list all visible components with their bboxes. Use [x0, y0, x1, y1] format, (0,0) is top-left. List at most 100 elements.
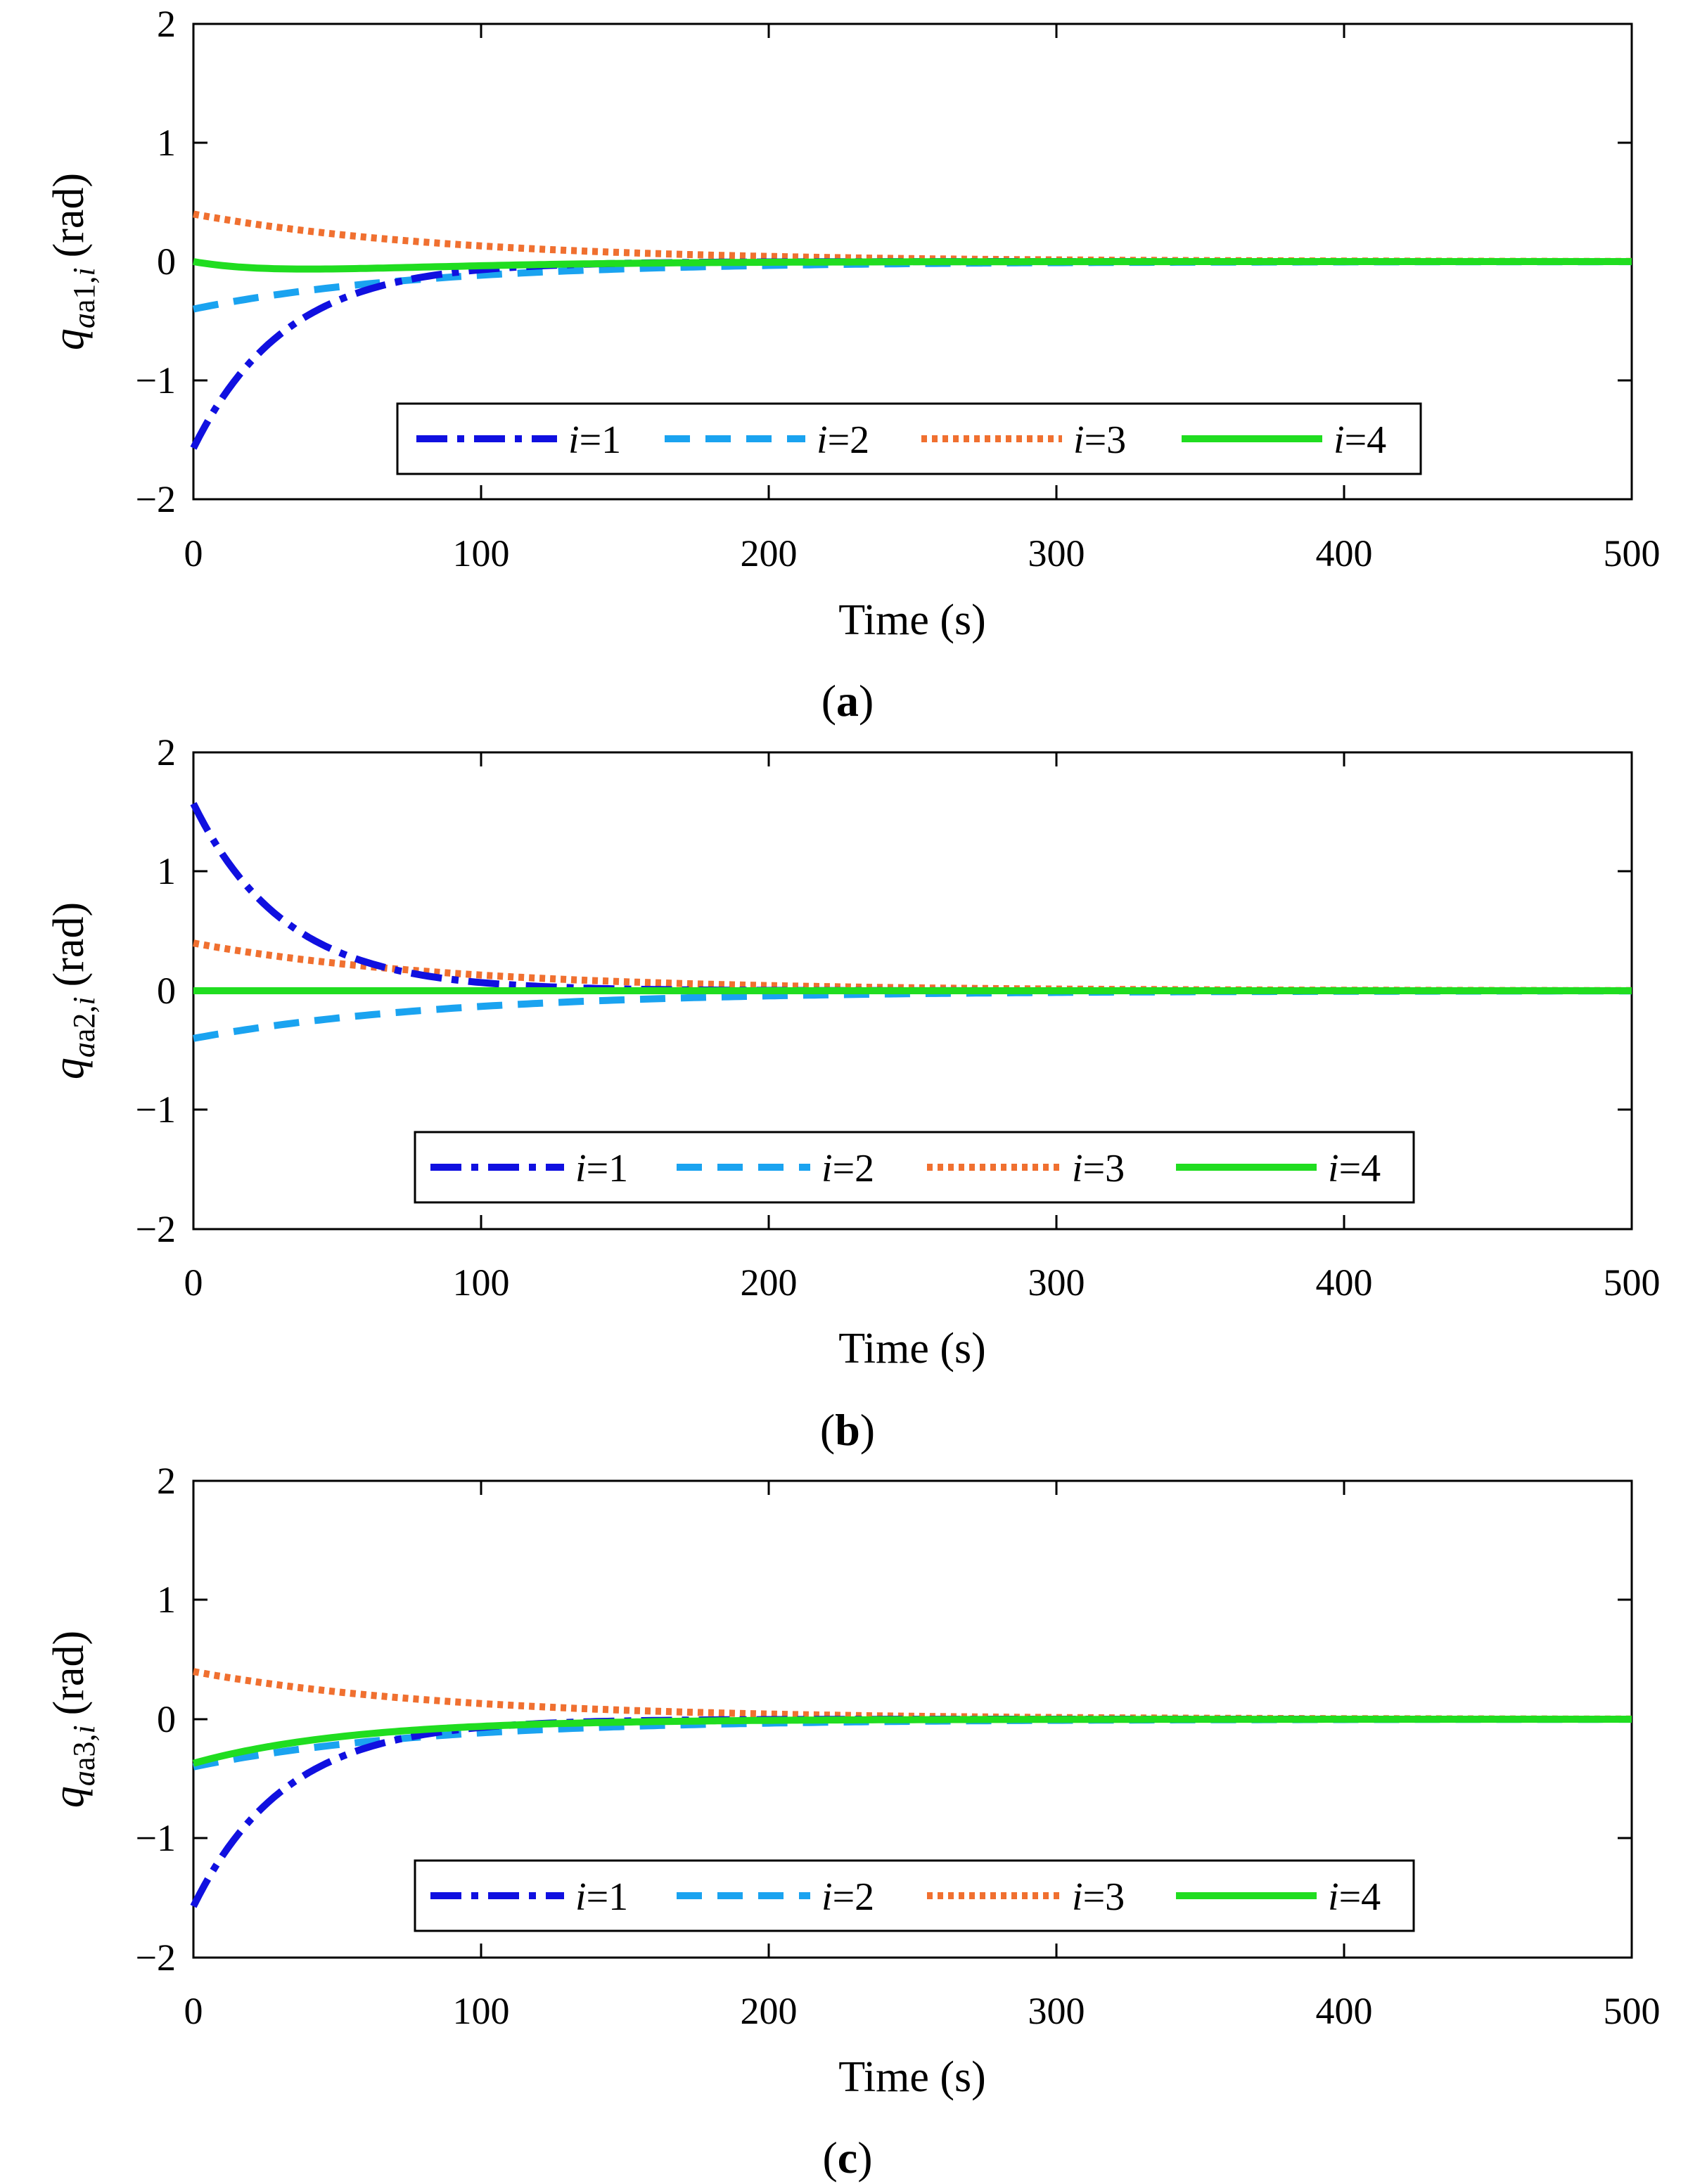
chart-b-xlabel: Time (s)	[838, 1325, 986, 1373]
chart-a-panel-open: (	[821, 676, 836, 726]
chart-c-ylabel-sub-a: a	[67, 1771, 101, 1786]
chart-a-legend-eq-4: =	[1345, 418, 1367, 462]
chart-b-xtick-label: 100	[453, 1261, 510, 1304]
chart-c-legend-num-1: 1	[608, 1875, 628, 1919]
chart-a-ylabel-unit: (rad)	[45, 173, 93, 257]
chart-b-ylabel-subscript: aa2,i	[67, 996, 101, 1058]
chart-a-xtick-label: 100	[453, 532, 510, 574]
chart-c-series-3-line	[193, 1668, 1632, 1723]
chart-c-legend-num-3: 3	[1105, 1875, 1125, 1919]
chart-a-legend-eq-2: =	[828, 418, 850, 462]
chart-a-ylabel: qaa1,i (rad)	[45, 173, 101, 350]
chart-a-legend: i=1 i=2 i=3 i=4	[396, 402, 1422, 475]
chart-c-panel-label: (c)	[822, 2133, 872, 2183]
chart-a-legend-var-2: i	[817, 418, 828, 462]
chart-c-legend-eq-4: =	[1339, 1875, 1362, 1919]
chart-b-panel-open: (	[820, 1405, 835, 1455]
chart-b-series-2-line	[193, 987, 1632, 1042]
chart-b-legend-num-3: 3	[1105, 1147, 1125, 1190]
chart-a-ylabel-sub-num: a1,	[67, 276, 101, 314]
chart-b-legend-eq-2: =	[833, 1147, 855, 1190]
chart-c-legend-var-1: i	[575, 1875, 587, 1919]
chart-c-ylabel-unit: (rad)	[45, 1631, 93, 1715]
chart-b-legend-eq-3: =	[1083, 1147, 1106, 1190]
chart-a-legend-num-1: 1	[601, 418, 621, 462]
chart-b-ytick-label: 0	[157, 970, 176, 1012]
chart-c-legend-eq-2: =	[833, 1875, 855, 1919]
chart-c-legend-var-2: i	[821, 1875, 833, 1919]
chart-a-ylabel-subscript: aa1,i	[67, 267, 101, 328]
chart-b-ytick-label: 1	[157, 850, 176, 892]
chart-a-legend-var-3: i	[1073, 418, 1085, 462]
chart-b-ytick-label: 2	[157, 731, 176, 773]
chart-c-legend-eq-1: =	[587, 1875, 609, 1919]
chart-b-legend-eq-4: =	[1339, 1147, 1362, 1190]
chart-a-ytick-label: −2	[136, 478, 176, 520]
chart-a: 2 1 0 −1 −2 0 100 200 300 400 500 Time (…	[45, 3, 1661, 726]
chart-b-legend-num-1: 1	[608, 1147, 628, 1190]
chart-b-plot-area	[190, 802, 1632, 1042]
chart-b-legend-var-4: i	[1328, 1147, 1339, 1190]
chart-a-plot-area	[190, 210, 1632, 450]
chart-a-xtick-label: 0	[184, 532, 203, 574]
chart-c-legend-num-4: 4	[1361, 1875, 1381, 1919]
chart-c-legend: i=1 i=2 i=3 i=4	[414, 1859, 1415, 1932]
chart-c-legend-label-2: i=2	[821, 1875, 874, 1919]
chart-b-legend-label-3: i=3	[1072, 1147, 1125, 1190]
chart-a-series-3-line	[193, 210, 1632, 265]
chart-a-legend-label-3: i=3	[1073, 418, 1126, 462]
chart-c-legend-var-3: i	[1072, 1875, 1083, 1919]
chart-b-xtick-label: 500	[1604, 1261, 1661, 1304]
chart-b-ylabel: qaa2,i (rad)	[45, 902, 101, 1079]
chart-a-ytick-label: 1	[157, 122, 176, 164]
chart-a-ytick-label: 2	[157, 3, 176, 45]
chart-c-panel-close: )	[857, 2133, 872, 2183]
chart-c-ytick-label: 2	[157, 1460, 176, 1502]
chart-a-panel-letter: a	[836, 676, 859, 726]
chart-c-xtick-label: 500	[1604, 1990, 1661, 2032]
chart-b-panel-letter: b	[835, 1405, 860, 1455]
chart-b-ytick-label: −2	[136, 1208, 176, 1250]
chart-c-xtick-label: 0	[184, 1990, 203, 2032]
chart-c-legend-var-4: i	[1328, 1875, 1339, 1919]
chart-a-ylabel-sub-a: a	[67, 313, 101, 328]
chart-c-ytick-label: −2	[136, 1936, 176, 1979]
chart-c-ytick-label: 0	[157, 1698, 176, 1740]
chart-b-legend-label-2: i=2	[821, 1147, 874, 1190]
chart-b-legend-label-4: i=4	[1328, 1147, 1381, 1190]
chart-b: 2 1 0 −1 −2 0 100 200 300 400 500 Time (…	[45, 731, 1661, 1455]
chart-b-ylabel-sub-i: i	[67, 996, 101, 1005]
chart-c-xtick-label: 300	[1028, 1990, 1085, 2032]
chart-c-legend-eq-3: =	[1083, 1875, 1106, 1919]
chart-c-series-4-line	[192, 1716, 1632, 1767]
chart-a-xtick-label: 400	[1316, 532, 1373, 574]
chart-b-legend-label-1: i=1	[575, 1147, 628, 1190]
chart-c: 2 1 0 −1 −2 0 100 200 300 400 500 Time (…	[45, 1460, 1661, 2183]
chart-a-legend-eq-1: =	[580, 418, 602, 462]
chart-a-series-4-line	[193, 258, 1632, 273]
chart-c-xtick-label: 200	[741, 1990, 798, 2032]
chart-b-xtick-label: 0	[184, 1261, 203, 1304]
chart-c-xtick-label: 400	[1316, 1990, 1373, 2032]
chart-b-ylabel-sub-a: a	[67, 1042, 101, 1058]
chart-b-legend-eq-1: =	[587, 1147, 609, 1190]
chart-b-series-1-line	[190, 802, 1632, 994]
chart-c-legend-label-3: i=3	[1072, 1875, 1125, 1919]
chart-c-ylabel-subscript: aa3,i	[67, 1725, 101, 1786]
chart-a-panel-label: (a)	[821, 676, 874, 726]
chart-c-panel-letter: c	[838, 2133, 857, 2183]
chart-c-xlabel: Time (s)	[838, 2053, 986, 2101]
chart-b-legend-num-4: 4	[1361, 1147, 1381, 1190]
chart-a-legend-label-2: i=2	[817, 418, 869, 462]
chart-a-ytick-label: −1	[136, 359, 176, 402]
chart-b-legend-num-2: 2	[855, 1147, 874, 1190]
chart-c-legend-label-4: i=4	[1328, 1875, 1381, 1919]
chart-b-xtick-label: 200	[741, 1261, 798, 1304]
chart-b-ylabel-sub-num: a2,	[67, 1006, 101, 1043]
chart-c-panel-open: (	[822, 2133, 837, 2183]
chart-b-panel-label: (b)	[820, 1405, 875, 1455]
chart-a-panel-close: )	[859, 676, 874, 726]
chart-b-ylabel-symbol: q	[45, 1058, 93, 1079]
chart-c-legend-num-2: 2	[855, 1875, 874, 1919]
